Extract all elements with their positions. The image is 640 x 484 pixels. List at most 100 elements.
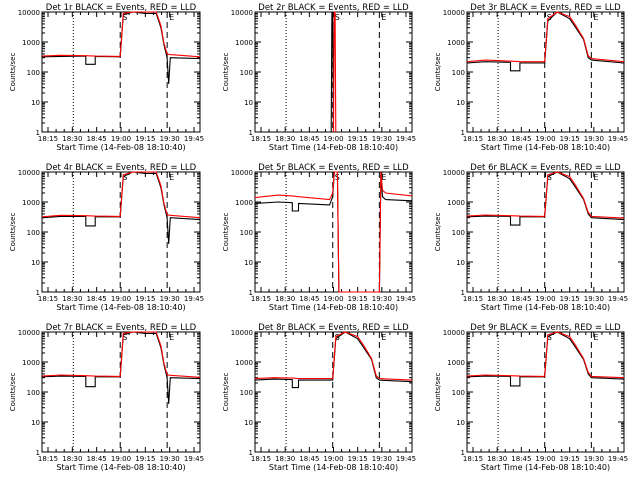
x-tick-label: 19:15 xyxy=(348,455,368,463)
x-tick-label: 18:30 xyxy=(487,455,507,463)
y-tick-label: 100 xyxy=(240,389,253,397)
chart-title: Det 6r BLACK = Events, RED = LLD xyxy=(470,163,621,173)
y-axis-label: Counts/sec xyxy=(434,213,442,252)
marker-label: E xyxy=(169,13,174,22)
y-tick-label: 10 xyxy=(244,419,253,427)
series-line-lld xyxy=(466,11,625,63)
x-tick-label: 19:00 xyxy=(323,295,343,303)
y-tick-label: 10 xyxy=(31,99,40,107)
series-line-lld xyxy=(466,171,625,219)
y-tick-label: 100 xyxy=(452,69,465,77)
y-tick-label: 1000 xyxy=(22,359,40,367)
y-tick-label: 1 xyxy=(249,129,253,137)
marker-label: E xyxy=(381,333,386,342)
x-tick-label: 18:15 xyxy=(38,455,58,463)
x-tick-label: 18:30 xyxy=(275,455,295,463)
y-tick-label: 100 xyxy=(27,69,40,77)
x-tick-label: 18:30 xyxy=(62,455,82,463)
x-tick-label: 18:15 xyxy=(463,135,483,143)
x-tick-label: 19:15 xyxy=(348,135,368,143)
x-tick-label: 18:30 xyxy=(275,295,295,303)
plot-frame xyxy=(41,11,201,133)
chart-panel-4: Det 4r BLACK = Events, RED = LLD 1 10 100 10… xyxy=(9,163,204,312)
x-tick-label: 19:15 xyxy=(560,295,580,303)
x-tick-label: 18:45 xyxy=(87,455,107,463)
x-tick-label: 19:00 xyxy=(111,455,131,463)
y-tick-label: 1000 xyxy=(447,199,465,207)
chart-title: Det 3r BLACK = Events, RED = LLD xyxy=(470,3,621,13)
series-line-lld xyxy=(466,331,625,379)
x-tick-label: 19:00 xyxy=(535,455,555,463)
plot-frame xyxy=(466,11,625,133)
chart-title: Det 8r BLACK = Events, RED = LLD xyxy=(258,323,409,333)
y-tick-label: 10000 xyxy=(443,9,465,17)
chart-title: Det 7r BLACK = Events, RED = LLD xyxy=(46,323,197,333)
x-axis-label: Start Time (14-Feb-08 18:10:40) xyxy=(56,463,185,472)
x-tick-label: 18:45 xyxy=(299,135,319,143)
y-tick-label: 1 xyxy=(36,289,40,297)
x-tick-label: 19:30 xyxy=(160,295,180,303)
marker-label: E xyxy=(593,13,598,22)
y-tick-label: 10000 xyxy=(231,329,253,337)
x-tick-label: 19:45 xyxy=(396,455,416,463)
x-tick-label: 19:30 xyxy=(584,455,604,463)
y-tick-label: 1 xyxy=(249,289,253,297)
y-tick-label: 10000 xyxy=(231,9,253,17)
x-axis-label: Start Time (14-Feb-08 18:10:40) xyxy=(56,303,185,312)
x-tick-label: 18:15 xyxy=(463,295,483,303)
chart-title: Det 5r BLACK = Events, RED = LLD xyxy=(258,163,409,173)
plot-frame xyxy=(41,171,201,293)
y-tick-label: 1 xyxy=(36,449,40,457)
x-tick-label: 19:45 xyxy=(608,295,628,303)
y-tick-label: 10000 xyxy=(18,169,40,177)
marker-label: S xyxy=(122,173,127,182)
x-tick-label: 19:00 xyxy=(323,455,343,463)
marker-label: E xyxy=(381,173,386,182)
x-tick-label: 18:45 xyxy=(511,455,531,463)
x-axis-label: Start Time (14-Feb-08 18:10:40) xyxy=(269,143,398,152)
plot-frame xyxy=(41,331,201,453)
series-line-lld xyxy=(254,331,413,381)
y-axis-label: Counts/sec xyxy=(434,53,442,92)
chart-title: Det 1r BLACK = Events, RED = LLD xyxy=(46,3,197,13)
x-axis-label: Start Time (14-Feb-08 18:10:40) xyxy=(269,463,398,472)
y-tick-label: 10 xyxy=(244,99,253,107)
x-tick-label: 19:45 xyxy=(608,135,628,143)
x-tick-label: 19:30 xyxy=(584,295,604,303)
series-line-lld xyxy=(41,11,201,58)
x-axis-label: Start Time (14-Feb-08 18:10:40) xyxy=(56,143,185,152)
marker-label: E xyxy=(593,333,598,342)
y-tick-label: 10000 xyxy=(443,169,465,177)
x-tick-label: 18:30 xyxy=(487,295,507,303)
marker-label: E xyxy=(381,13,386,22)
y-axis-label: Counts/sec xyxy=(9,373,17,412)
series-line-lld xyxy=(254,171,413,293)
y-tick-label: 1 xyxy=(461,449,465,457)
y-tick-label: 10000 xyxy=(443,329,465,337)
x-tick-label: 19:45 xyxy=(396,295,416,303)
y-tick-label: 1000 xyxy=(22,39,40,47)
y-tick-label: 1000 xyxy=(447,39,465,47)
series-line-lld xyxy=(332,11,337,133)
chart-panel-1: Det 1r BLACK = Events, RED = LLD 1 10 100 10… xyxy=(9,3,204,152)
y-tick-label: 100 xyxy=(27,229,40,237)
x-tick-label: 19:45 xyxy=(396,135,416,143)
x-axis-label: Start Time (14-Feb-08 18:10:40) xyxy=(481,143,610,152)
y-axis-label: Counts/sec xyxy=(222,213,230,252)
x-tick-label: 18:45 xyxy=(511,135,531,143)
x-tick-label: 19:30 xyxy=(372,455,392,463)
series-line-lld xyxy=(41,171,201,219)
y-tick-label: 10 xyxy=(31,419,40,427)
x-tick-label: 19:30 xyxy=(160,455,180,463)
y-tick-label: 1 xyxy=(461,289,465,297)
chart-title: Det 4r BLACK = Events, RED = LLD xyxy=(46,163,197,173)
y-axis-label: Counts/sec xyxy=(222,53,230,92)
y-tick-label: 1000 xyxy=(235,359,253,367)
marker-label: E xyxy=(593,173,598,182)
chart-panel-8: Det 8r BLACK = Events, RED = LLD 1 10 100 10… xyxy=(222,323,416,472)
x-tick-label: 18:45 xyxy=(299,295,319,303)
y-tick-label: 1000 xyxy=(235,199,253,207)
x-tick-label: 18:45 xyxy=(87,295,107,303)
x-tick-label: 19:45 xyxy=(184,455,204,463)
